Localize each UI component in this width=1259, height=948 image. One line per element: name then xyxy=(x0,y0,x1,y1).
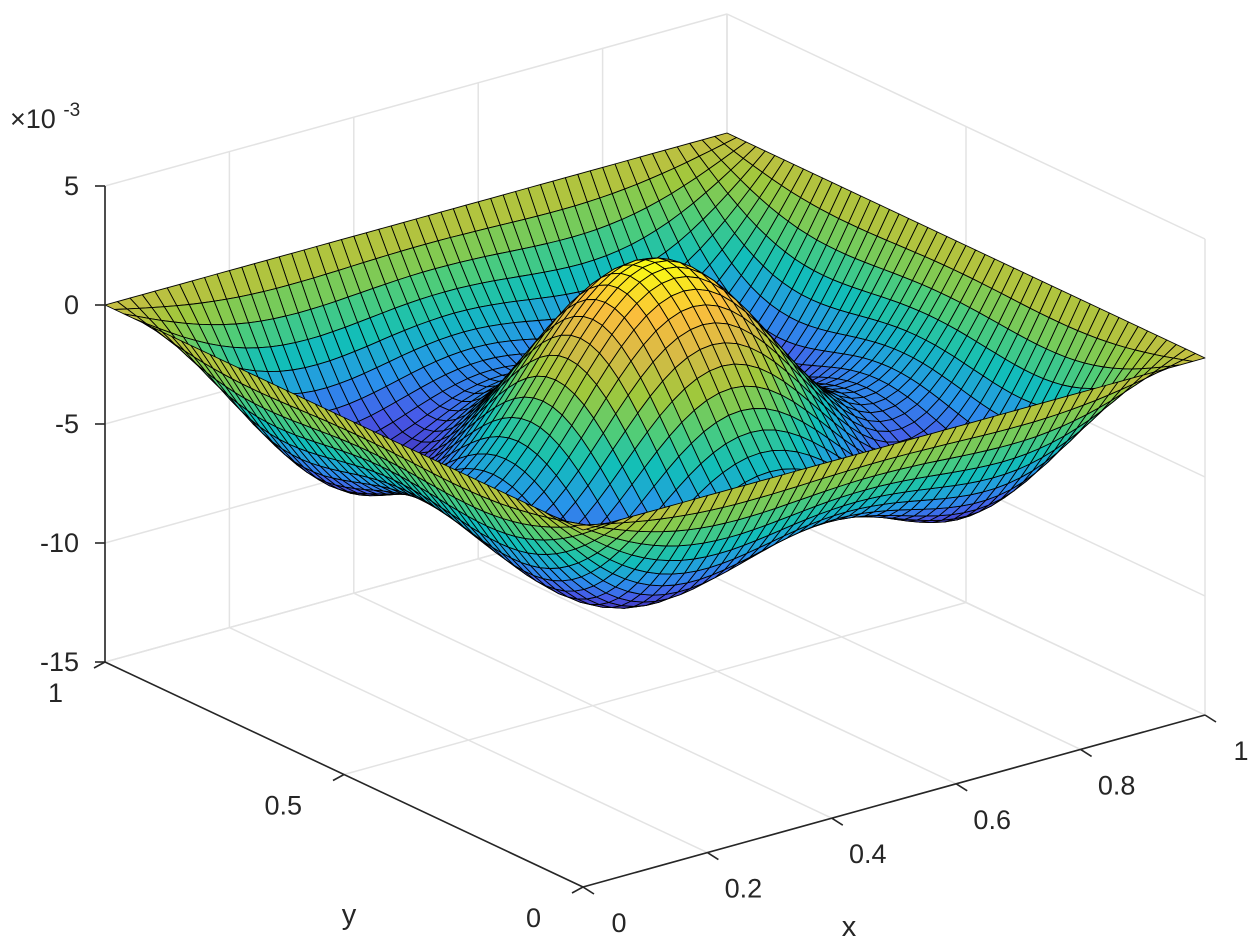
x-tick xyxy=(831,817,844,826)
z-tick-label: -10 xyxy=(40,528,79,558)
x-axis-line xyxy=(582,714,1206,888)
x-tick xyxy=(582,886,595,895)
x-tick xyxy=(1080,748,1093,758)
x-tick xyxy=(955,783,968,792)
grid-line xyxy=(343,601,967,776)
x-tick-label: 0.4 xyxy=(849,839,887,869)
axes-lines xyxy=(93,185,1217,895)
y-tick-label: 1 xyxy=(48,678,63,708)
z-tick-label: 5 xyxy=(64,171,79,201)
z-tick-label: 0 xyxy=(64,290,79,320)
y-tick-label: 0 xyxy=(526,903,541,933)
x-tick-label: 0.2 xyxy=(725,874,763,904)
x-tick-label: 1 xyxy=(1233,736,1248,766)
z-tick-label: -15 xyxy=(40,647,79,677)
surface-mesh xyxy=(104,132,1206,609)
y-tick xyxy=(93,661,106,669)
y-tick xyxy=(332,773,345,782)
surface-face xyxy=(572,524,596,531)
z-tick-label: -5 xyxy=(55,409,79,439)
x-tick-label: 0 xyxy=(611,908,626,938)
y-tick xyxy=(571,886,584,894)
x-tick xyxy=(1204,714,1217,723)
y-tick-label: 0.5 xyxy=(264,791,302,821)
x-axis-label: x xyxy=(842,911,857,943)
x-tick xyxy=(706,851,719,861)
grid-line xyxy=(104,13,728,187)
x-tick-label: 0.8 xyxy=(1098,770,1136,800)
grid-line xyxy=(726,13,1206,240)
y-axis-label: y xyxy=(342,899,357,931)
z-exponent-power: -3 xyxy=(63,100,80,121)
z-exponent-base: ×10 xyxy=(10,104,56,134)
x-tick-label: 0.6 xyxy=(973,805,1011,835)
z-exponent-label: ×10 -3 xyxy=(10,100,80,134)
tick-labels: 5 0 -5 -10 -15 0 0.2 0.4 0.6 0.8 1 0 0.5 1 xyxy=(40,171,1249,938)
